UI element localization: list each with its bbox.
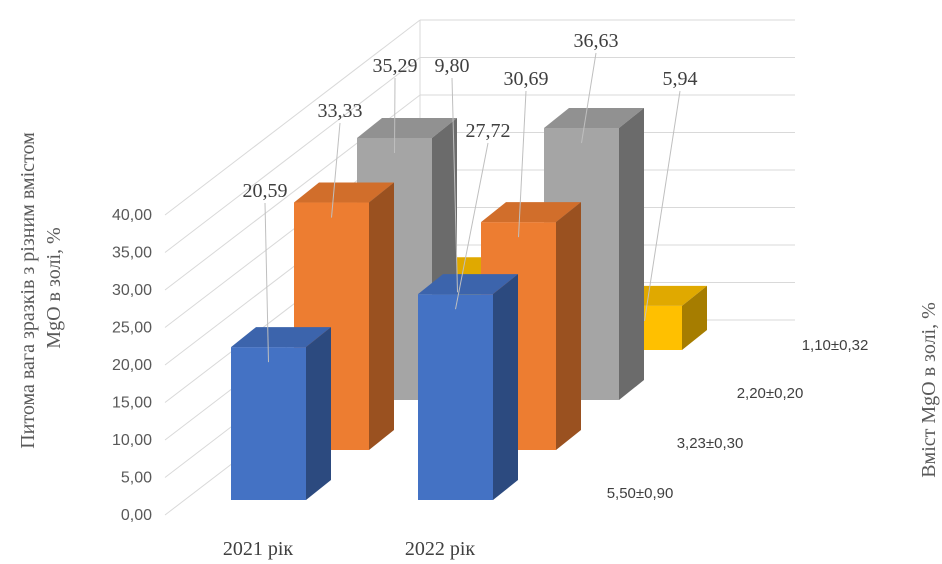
leader-line: [331, 122, 341, 218]
y-tick-label: 25,00: [112, 320, 152, 337]
y-tick-label: 10,00: [112, 432, 152, 449]
y-tick-label: 15,00: [112, 395, 152, 412]
y-axis-title-line-1: Питома вага зразків з різним вмістом: [17, 132, 39, 449]
bar-side: [493, 274, 518, 500]
category-label: 2021 рік: [223, 538, 294, 560]
leader-line: [455, 142, 489, 310]
leader-line: [581, 52, 597, 144]
bar-front: [418, 294, 493, 500]
bar-0-0: [231, 327, 331, 500]
bar-top: [357, 117, 457, 138]
bar-top: [418, 274, 518, 295]
data-label: 20,59: [243, 180, 288, 202]
bar-front: [231, 347, 306, 500]
bar-side: [619, 108, 644, 400]
bar-0-1: [418, 274, 518, 500]
data-label: 27,72: [466, 120, 511, 142]
series-depth-label: 3,23±0,30: [677, 435, 744, 452]
bar-top: [481, 202, 581, 223]
leader-line: [451, 77, 458, 293]
leader-line: [644, 90, 681, 321]
y-axis-title-line-2: MgO в золі, %: [43, 227, 65, 348]
data-label: 30,69: [504, 68, 549, 90]
gridline-wall: [164, 57, 421, 253]
y-tick-label: 35,00: [112, 245, 152, 262]
data-label: 33,33: [318, 100, 363, 122]
leader-line: [394, 77, 396, 153]
y-tick-label: 30,00: [112, 282, 152, 299]
data-label: 35,29: [373, 55, 418, 77]
bar-top: [544, 108, 644, 129]
data-label: 9,80: [435, 55, 470, 77]
data-label: 5,94: [663, 68, 698, 90]
y-axis-ticks: 0,00 5,00 10,00 15,00 20,00 25,00 30,00 35,00 40…: [112, 207, 152, 524]
leader-line: [264, 202, 269, 363]
bar-top: [294, 182, 394, 203]
y-tick-label: 0,00: [121, 507, 152, 524]
category-labels: 2021 рік 2022 рік: [223, 538, 476, 560]
series-depth-labels: 5,50±0,90 3,23±0,30 2,20±0,20 1,10±0,32: [607, 337, 869, 502]
series-depth-label: 5,50±0,90: [607, 485, 674, 502]
bar-side: [556, 202, 581, 450]
y-tick-label: 40,00: [112, 207, 152, 224]
depth-axis-title: Вміст MgO в золі, %: [918, 302, 940, 478]
series-depth-label: 1,10±0,32: [802, 337, 869, 354]
y-tick-label: 20,00: [112, 357, 152, 374]
bar-top: [231, 327, 331, 348]
gridline-wall: [164, 19, 421, 216]
series-depth-label: 2,20±0,20: [737, 385, 804, 402]
leader-lines: [264, 52, 681, 363]
data-labels: 9,80 5,94 35,29 36,63 33,33 30,69 20,59 27,72: [243, 30, 698, 202]
bar-side: [306, 327, 331, 500]
y-tick-label: 5,00: [121, 470, 152, 487]
bars: [231, 108, 707, 500]
bar-side: [369, 182, 394, 450]
y-axis-title: Питома вага зразків з різним вмістом MgO…: [17, 127, 65, 449]
bar-side: [682, 285, 707, 350]
data-label: 36,63: [574, 30, 619, 52]
leader-line: [518, 90, 527, 238]
category-label: 2022 рік: [405, 538, 476, 560]
